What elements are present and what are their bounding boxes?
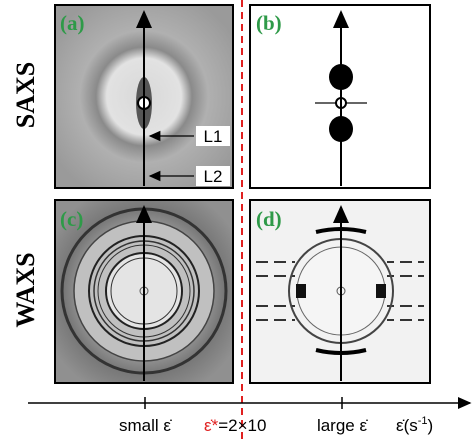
critical-symbol: ε̇* — [204, 416, 219, 435]
annotation: L2 — [204, 167, 223, 186]
panel-b: (b) — [250, 5, 430, 188]
panel-c: (c) — [55, 200, 233, 383]
unit-exp: -1 — [418, 415, 428, 427]
row-label: WAXS — [11, 252, 40, 327]
axis-label: small ε̇ — [119, 416, 172, 435]
annotation: L1 — [204, 127, 223, 146]
unit-close: ) — [428, 416, 434, 435]
axis-unit: ε̇(s-1) — [396, 415, 433, 435]
panel-label: (b) — [256, 11, 282, 35]
figure: SAXS WAXS L1 L2 (a) (b) (c) (d) small ε̇… — [0, 0, 476, 439]
unit-base: ε̇(s — [396, 416, 418, 435]
critical-value: =2×10 — [218, 416, 266, 435]
panel-label: (a) — [60, 11, 85, 35]
axis-label: large ε̇ — [317, 416, 368, 435]
panel-label: (c) — [60, 207, 83, 231]
panel-label: (d) — [256, 207, 282, 231]
axis-label: ε̇*=2×10 — [204, 416, 266, 435]
row-label: SAXS — [11, 62, 40, 128]
panel-d: (d) — [250, 200, 430, 383]
panel-a: L1 L2 (a) — [55, 5, 233, 188]
